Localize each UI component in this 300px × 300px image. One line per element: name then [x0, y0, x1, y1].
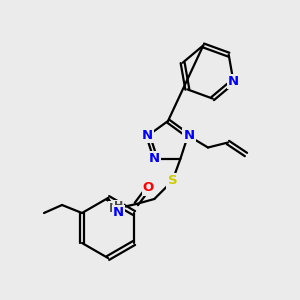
Text: N: N — [228, 75, 239, 88]
Text: H: H — [114, 201, 123, 211]
Text: O: O — [143, 182, 154, 194]
Text: N: N — [113, 206, 124, 220]
Text: N: N — [142, 129, 153, 142]
Text: N: N — [149, 152, 160, 166]
Text: S: S — [167, 175, 177, 188]
Text: H: H — [109, 202, 119, 215]
Text: N: N — [183, 129, 194, 142]
